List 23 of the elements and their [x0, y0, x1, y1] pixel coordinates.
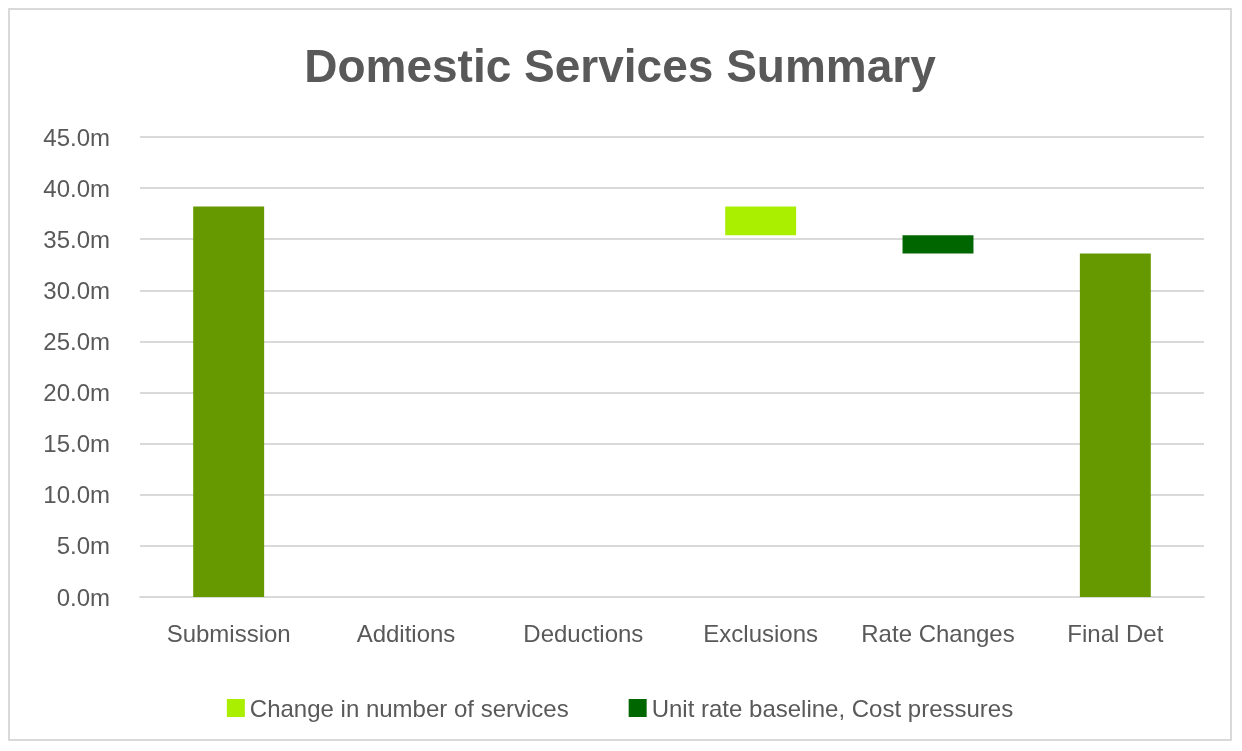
x-tick-label: Rate Changes [861, 619, 1015, 647]
x-tick-label: Exclusions [703, 619, 819, 647]
y-tick-label: 5.0m [56, 532, 110, 560]
bar [1079, 253, 1151, 597]
x-tick-label: Submission [166, 619, 291, 647]
y-tick-label: 40.0m [43, 174, 110, 202]
y-tick-label: 25.0m [43, 327, 110, 355]
y-tick-label: 10.0m [43, 481, 110, 509]
y-tick-label: 0.0m [56, 583, 110, 611]
bar [193, 206, 265, 597]
y-tick-label: 45.0m [43, 123, 110, 151]
y-tick-label: 30.0m [43, 276, 110, 304]
y-tick-label: 15.0m [43, 430, 110, 458]
legend-label: Change in number of services [249, 694, 569, 722]
bar [902, 235, 974, 254]
chart-title: Domestic Services Summary [304, 40, 937, 92]
x-tick-label: Final Det [1067, 619, 1164, 647]
bar [725, 206, 797, 236]
y-tick-label: 20.0m [43, 379, 110, 407]
x-tick-label: Deductions [523, 619, 644, 647]
x-tick-label: Additions [356, 619, 456, 647]
legend-label: Unit rate baseline, Cost pressures [651, 694, 1014, 722]
y-tick-label: 35.0m [43, 225, 110, 253]
